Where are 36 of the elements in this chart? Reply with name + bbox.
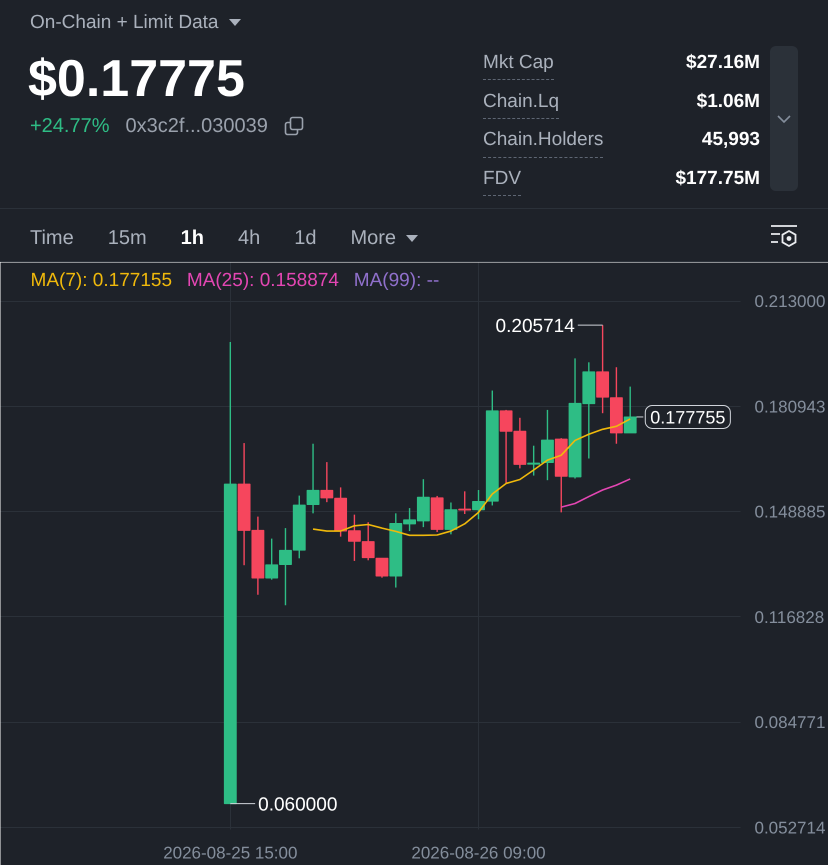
text: FDV <box>483 165 521 196</box>
x-tick-label: 2026-08-26 09:00 <box>411 844 546 862</box>
y-tick-label: 0.213000 <box>754 292 826 312</box>
text: Chain.Lq <box>483 88 560 119</box>
chart-title: On-Chain + Limit Data <box>30 11 218 35</box>
text: Chain.Holders <box>483 126 604 158</box>
annotation: 0.060000 <box>258 794 338 816</box>
text: Mkt Cap <box>483 49 554 80</box>
text: +24.77% <box>30 114 110 139</box>
candlestick <box>458 490 472 515</box>
y-tick-label: 0.084771 <box>754 713 826 732</box>
candlestick <box>444 502 458 536</box>
line-series <box>560 478 631 508</box>
text: 15m <box>108 226 147 251</box>
x-tick-label: 2026-08-25 15:00 <box>163 844 298 862</box>
annotation: 0.205714 <box>496 316 576 338</box>
annotation: 0.177755 <box>650 407 726 428</box>
y-tick-label: 0.116828 <box>754 608 824 627</box>
text: 0x3c2f...030039 <box>126 114 268 139</box>
text: More <box>350 226 398 251</box>
text: MA(25): 0.158874 <box>186 270 340 291</box>
y-tick-label: 0.052714 <box>754 818 826 838</box>
text: $0.17775 <box>28 49 245 110</box>
text: 45,993 <box>702 128 760 152</box>
text: Time <box>30 226 74 251</box>
text: $27.16M <box>686 51 760 75</box>
candlestick <box>376 557 388 578</box>
text: $177.75M <box>675 167 760 192</box>
y-tick-label: 0.148885 <box>754 502 826 522</box>
text: $1.06M <box>696 90 760 114</box>
text: 1d <box>294 226 316 251</box>
text: 4h <box>238 226 260 251</box>
text: 1h <box>180 226 204 251</box>
legend-label: MA(99): -- <box>354 270 440 291</box>
y-tick-label: 0.180943 <box>754 397 826 416</box>
text: MA(7): 0.177155 <box>30 270 172 291</box>
